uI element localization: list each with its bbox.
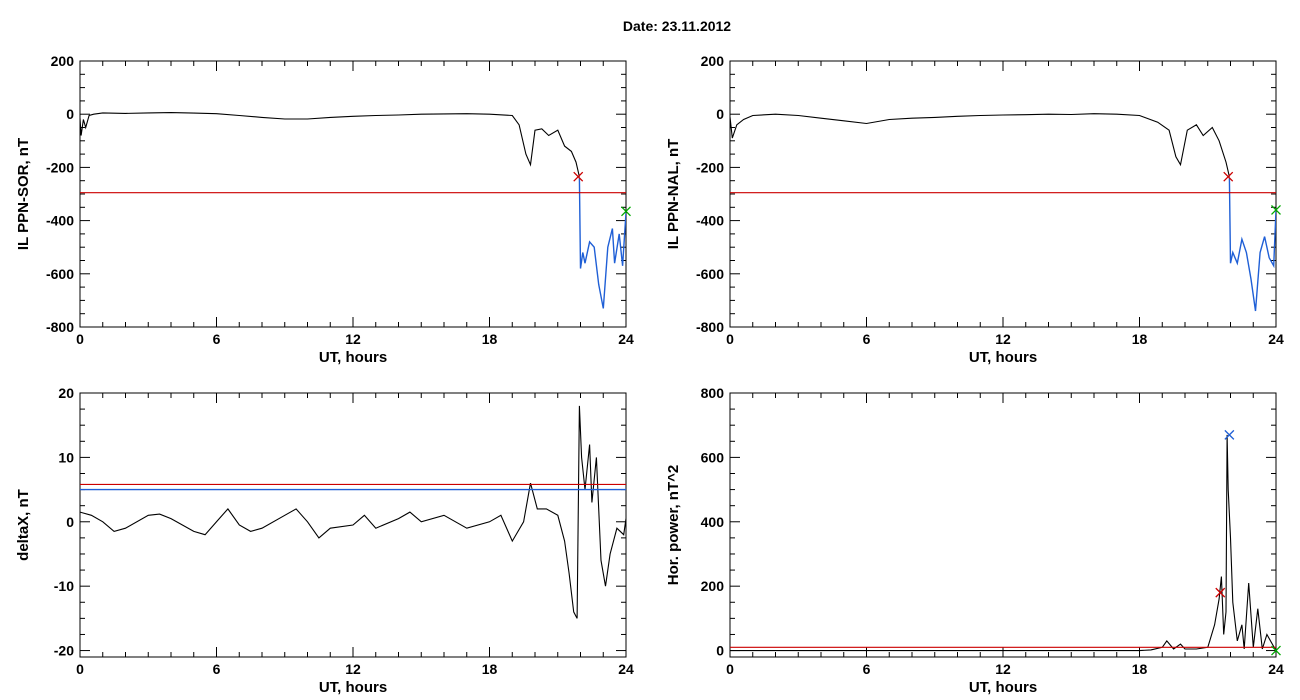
- x-tick-label: 6: [213, 661, 221, 677]
- y-axis-label: IL PPN-SOR, nT: [15, 138, 32, 250]
- marker-green: [621, 206, 631, 217]
- y-tick-label: -400: [46, 213, 74, 229]
- series-line-black: [730, 434, 1276, 652]
- marker-blue: [1224, 429, 1235, 440]
- x-tick-label: 18: [1132, 331, 1148, 347]
- series-line-black: [730, 113, 1230, 177]
- series-line-blue: [578, 177, 626, 309]
- y-tick-label: 0: [66, 106, 74, 122]
- y-tick-label: 200: [701, 53, 725, 69]
- x-tick-label: 12: [995, 331, 1011, 347]
- y-tick-label: 800: [701, 385, 725, 401]
- y-axis-label: deltaX, nT: [15, 489, 32, 561]
- y-tick-label: 600: [701, 449, 725, 465]
- y-tick-label: 200: [51, 53, 75, 69]
- y-tick-label: -600: [46, 266, 74, 282]
- y-tick-label: 20: [58, 385, 74, 401]
- x-tick-label: 18: [482, 331, 498, 347]
- y-tick-label: 10: [58, 449, 74, 465]
- y-tick-label: 200: [701, 578, 725, 594]
- x-tick-label: 12: [345, 331, 361, 347]
- x-tick-label: 12: [995, 661, 1011, 677]
- panel-il-nal: 0 6 12 18 24 200 0 -200 -400 -600 -800 UT, hours IL …: [665, 53, 1284, 366]
- x-tick-label: 24: [1268, 661, 1284, 677]
- panel-il-sor: 0 6 12 18 24 200 0 -200 -400 -600 -800 UT, hours IL …: [15, 53, 634, 366]
- y-axis-label: Hor. power, nT^2: [665, 465, 682, 585]
- y-tick-label: -20: [54, 643, 74, 659]
- y-tick-label: -200: [696, 159, 724, 175]
- series-line-black: [80, 112, 580, 177]
- y-tick-label: -10: [54, 578, 74, 594]
- x-tick-label: 0: [76, 661, 84, 677]
- y-tick-label: -800: [696, 319, 724, 335]
- series-line-black: [80, 405, 626, 619]
- marker-red: [1215, 587, 1226, 598]
- x-tick-label: 24: [1268, 331, 1284, 347]
- x-tick-label: 18: [1132, 661, 1148, 677]
- y-tick-label: -600: [696, 266, 724, 282]
- x-tick-label: 6: [863, 331, 871, 347]
- x-axis-label: UT, hours: [319, 679, 387, 696]
- y-axis-label: IL PPN-NAL, nT: [665, 139, 682, 250]
- y-tick-label: -400: [696, 213, 724, 229]
- plot-frame: [729, 60, 1277, 328]
- x-tick-label: 6: [213, 331, 221, 347]
- x-tick-label: 0: [76, 331, 84, 347]
- x-tick-label: 0: [726, 331, 734, 347]
- y-tick-label: -800: [46, 319, 74, 335]
- marker-red: [573, 171, 584, 182]
- series-line-blue: [1228, 177, 1276, 312]
- x-axis-label: UT, hours: [969, 679, 1037, 696]
- y-tick-label: 0: [716, 643, 724, 659]
- y-tick-label: -200: [46, 159, 74, 175]
- x-tick-label: 24: [618, 661, 634, 677]
- plot-frame: [79, 60, 627, 328]
- marker-red: [1223, 171, 1234, 182]
- panel-hor-power: 0 6 12 18 24 800 600 400 200 0 UT, hours Hor. power…: [665, 385, 1284, 696]
- x-tick-label: 6: [863, 661, 871, 677]
- y-tick-label: 400: [701, 514, 725, 530]
- marker-green: [1271, 645, 1281, 656]
- marker-green: [1271, 205, 1281, 215]
- x-axis-label: UT, hours: [319, 349, 387, 366]
- x-tick-label: 24: [618, 331, 634, 347]
- figure-title: Date: 23.11.2012: [622, 18, 732, 34]
- x-tick-label: 12: [345, 661, 361, 677]
- y-tick-label: 0: [66, 514, 74, 530]
- x-tick-label: 0: [726, 661, 734, 677]
- x-tick-label: 18: [482, 661, 498, 677]
- plot-frame: [729, 392, 1277, 658]
- x-axis-label: UT, hours: [969, 349, 1037, 366]
- y-tick-label: 0: [716, 106, 724, 122]
- panel-deltax: 0 6 12 18 24 20 10 0 -10 -20 UT, hours deltaX, nT: [15, 385, 634, 696]
